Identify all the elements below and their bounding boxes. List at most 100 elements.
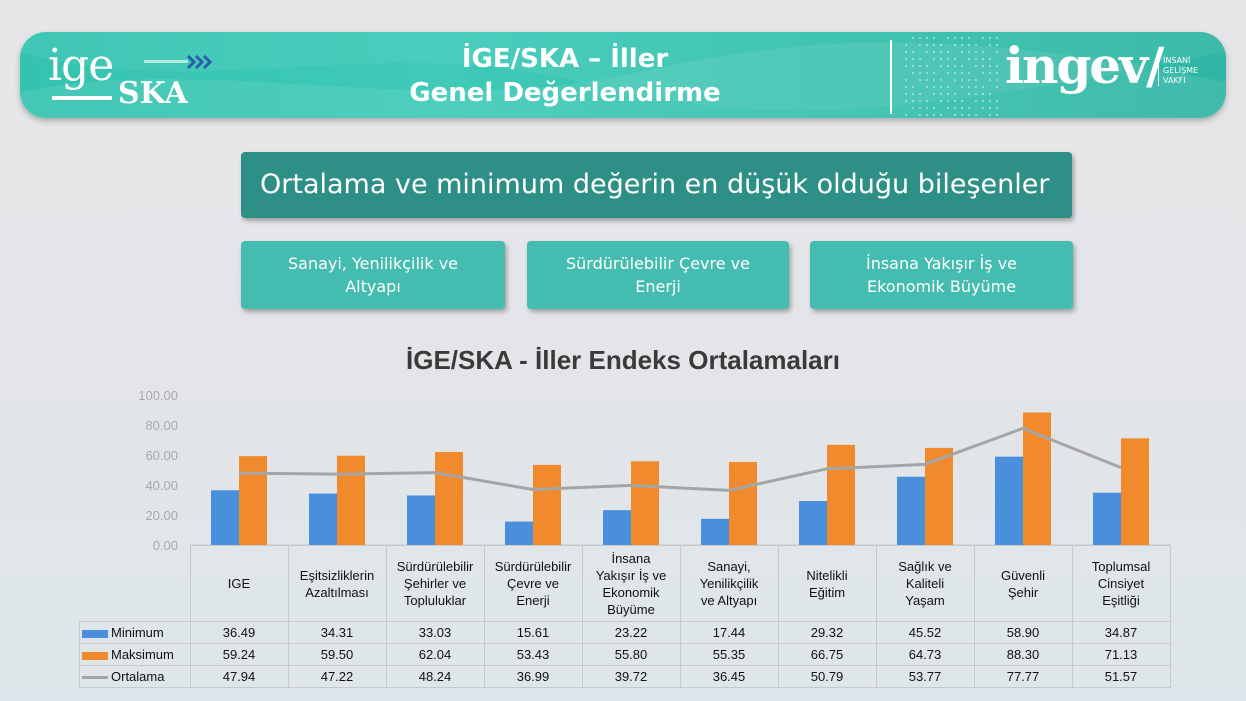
- data-value-cell: 71.13: [1071, 643, 1171, 666]
- bar-minimum: [799, 501, 827, 545]
- y-tick-label: 20.00: [145, 508, 178, 523]
- category-label-line: Eşitliği: [1102, 593, 1140, 608]
- data-value-cell: 36.49: [189, 621, 289, 644]
- data-value-cell: 59.50: [287, 643, 387, 666]
- data-value-cell: 23.22: [581, 621, 681, 644]
- bar-maksimum: [435, 451, 463, 545]
- data-value-cell: 62.04: [385, 643, 485, 666]
- category-label-line: Sürdürülebilir: [494, 559, 572, 574]
- y-tick-label: 80.00: [145, 418, 178, 433]
- data-value-cell: 33.03: [385, 621, 485, 644]
- category-header: Eşitsizliklerin Azaltılması: [287, 545, 387, 622]
- bar-maksimum: [827, 444, 855, 545]
- data-value-cell: 66.75: [777, 643, 877, 666]
- data-value-cell: 36.45: [679, 665, 779, 688]
- y-tick-label: 100.00: [138, 388, 178, 403]
- category-header: Sağlık ve Kaliteli Yaşam: [875, 545, 975, 622]
- legend-swatch: [82, 651, 108, 660]
- data-value-cell: 51.57: [1071, 665, 1171, 688]
- category-label-line: Çevre ve: [506, 576, 560, 591]
- category-label-line: ve Altyapı: [700, 593, 758, 608]
- data-value-cell: 50.79: [777, 665, 877, 688]
- data-value-cell: 55.35: [679, 643, 779, 666]
- data-value-cell: 47.22: [287, 665, 387, 688]
- bar-minimum: [701, 518, 729, 545]
- bar-maksimum: [1121, 438, 1149, 545]
- data-value-cell: 17.44: [679, 621, 779, 644]
- y-tick-label: 40.00: [145, 478, 178, 493]
- category-label-line: Sanayi,: [707, 559, 751, 574]
- line-ortalama: [238, 426, 1122, 492]
- category-header: Sanayi, Yenilikçilik ve Altyapı: [679, 545, 779, 622]
- table-row: Ortalama 47.94 47.22 48.24 36.99 39.72 36.45 50…: [79, 665, 1171, 688]
- data-value-cell: 29.32: [777, 621, 877, 644]
- table-row: Minimum 36.49 34.31 33.03 15.61 23.22 17.44 29.…: [79, 621, 1171, 644]
- ingev-logo: ingev/: [1005, 36, 1164, 95]
- data-value-cell: 34.31: [287, 621, 387, 644]
- category-label-line: Şehirler ve: [403, 576, 467, 591]
- data-value-cell: 45.52: [875, 621, 975, 644]
- data-value-cell: 48.24: [385, 665, 485, 688]
- bar-minimum: [897, 476, 925, 545]
- legend-swatch: [82, 629, 108, 638]
- ingev-logo-subtitle: İNSANİ GELİŞME VAKFI: [1158, 56, 1198, 86]
- bar-maksimum: [729, 461, 757, 545]
- category-label-line: Enerji: [516, 593, 550, 608]
- category-label-line: Kaliteli: [905, 576, 945, 591]
- legend-swatch: [82, 676, 108, 680]
- chart-data-table: IGE Eşitsizliklerin Azaltılması Sürdürülebi…: [79, 545, 1171, 688]
- category-header: Toplumsal Cinsiyet Eşitliği: [1071, 545, 1171, 622]
- category-label-line: Eğitim: [808, 584, 846, 600]
- data-value-cell: 34.87: [1071, 621, 1171, 644]
- category-header: Sürdürülebilir Şehirler ve Topluluklar: [385, 545, 485, 622]
- category-header: Nitelikli Eğitim: [777, 545, 877, 622]
- ige-ska-logo: ige SKA: [48, 40, 228, 114]
- header-banner: ige SKA İGE/SKA – İller Genel Değerlendi…: [20, 32, 1226, 118]
- legend-entry: Maksimum: [79, 643, 191, 666]
- category-label-line: Azaltılması: [305, 584, 369, 600]
- headline-box: Ortalama ve minimum değerin en düşük old…: [241, 152, 1072, 218]
- category-label-line: Yakışır İş ve: [595, 567, 667, 583]
- bar-minimum: [407, 495, 435, 545]
- bar-minimum: [505, 521, 533, 545]
- category-label-line: Ekonomik: [602, 584, 660, 600]
- bar-maksimum: [337, 455, 365, 545]
- bar-minimum: [995, 456, 1023, 545]
- data-value-cell: 55.80: [581, 643, 681, 666]
- category-label-line: Nitelikli: [806, 567, 848, 583]
- bar-minimum: [211, 490, 239, 545]
- category-label-line: Sağlık ve: [898, 559, 952, 574]
- table-corner: [79, 545, 191, 622]
- category-label-line: Güvenli: [1000, 567, 1046, 583]
- legend-label: Minimum: [111, 625, 164, 640]
- data-value-cell: 53.77: [875, 665, 975, 688]
- arrows-icon: [144, 55, 213, 69]
- banner-divider: [890, 40, 892, 114]
- bar-maksimum: [533, 464, 561, 545]
- category-label-line: Toplumsal: [1091, 559, 1151, 574]
- category-label-line: Cinsiyet: [1097, 576, 1145, 591]
- table-row: Maksimum 59.24 59.50 62.04 53.43 55.80 55.35 66…: [79, 643, 1171, 666]
- data-value-cell: 77.77: [973, 665, 1073, 688]
- category-label-line: IGE: [227, 576, 251, 591]
- component-box-employment: İnsana Yakışır İş ve Ekonomik Büyüme: [810, 241, 1073, 309]
- data-value-cell: 53.43: [483, 643, 583, 666]
- y-tick-label: 60.00: [145, 448, 178, 463]
- banner-wave-decoration: [20, 32, 1226, 118]
- category-label-line: Topluluklar: [403, 593, 467, 608]
- category-header: Güvenli Şehir: [973, 545, 1073, 622]
- category-header: Sürdürülebilir Çevre ve Enerji: [483, 545, 583, 622]
- component-box-industry: Sanayi, Yenilikçilik ve Altyapı: [241, 241, 505, 309]
- bar-minimum: [1093, 492, 1121, 545]
- data-value-cell: 39.72: [581, 665, 681, 688]
- category-label-line: Şehir: [1007, 584, 1039, 600]
- category-label-line: Yaşam: [905, 593, 945, 608]
- data-value-cell: 64.73: [875, 643, 975, 666]
- bar-minimum: [309, 493, 337, 545]
- legend-label: Maksimum: [111, 647, 174, 662]
- bar-minimum: [603, 510, 631, 545]
- dots-pattern-decoration: [904, 36, 999, 117]
- category-label-line: Eşitsizliklerin: [299, 567, 375, 583]
- data-value-cell: 59.24: [189, 643, 289, 666]
- component-box-environment: Sürdürülebilir Çevre ve Enerji: [527, 241, 789, 309]
